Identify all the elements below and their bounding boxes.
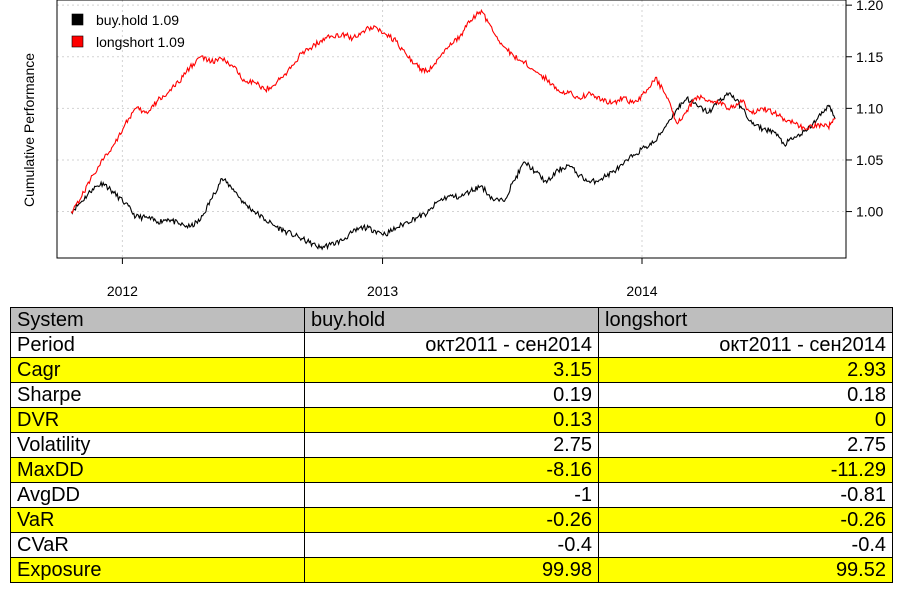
metric-label: Sharpe bbox=[10, 382, 305, 408]
table-row: Sharpe 0.19 0.18 bbox=[10, 382, 893, 408]
chart-grid bbox=[57, 0, 846, 258]
metric-label: Period bbox=[10, 332, 305, 358]
table-row: Cagr 3.15 2.93 bbox=[10, 357, 893, 383]
x-tick-label: 2012 bbox=[107, 283, 138, 299]
longshort-value: 0 bbox=[598, 407, 893, 433]
longshort-value: -11.29 bbox=[598, 457, 893, 483]
table-header-row: System buy.hold longshort bbox=[10, 307, 893, 333]
table-row: AvgDD -1 -0.81 bbox=[10, 482, 893, 508]
legend: buy.hold 1.09 longshort 1.09 bbox=[71, 12, 185, 50]
longshort-value: -0.4 bbox=[598, 532, 893, 558]
y-tick-label: 1.10 bbox=[856, 100, 883, 116]
longshort-value: 0.18 bbox=[598, 382, 893, 408]
longshort-value: окт2011 - сен2014 bbox=[598, 332, 893, 358]
table-row: DVR 0.13 0 bbox=[10, 407, 893, 433]
table-row: CVaR -0.4 -0.4 bbox=[10, 532, 893, 558]
plot-frame bbox=[56, 0, 847, 259]
y-tick-label: 1.15 bbox=[856, 49, 883, 65]
chart-series bbox=[70, 8, 836, 251]
table-row: MaxDD -8.16 -11.29 bbox=[10, 457, 893, 483]
table-row: Period окт2011 - сен2014 окт2011 - сен2014 bbox=[10, 332, 893, 358]
series-line-longshort bbox=[70, 8, 836, 214]
metric-label: AvgDD bbox=[10, 482, 305, 508]
table-header-cell: longshort bbox=[598, 307, 893, 333]
buy-hold-value: -0.26 bbox=[304, 507, 599, 533]
table-row: Exposure 99.98 99.52 bbox=[10, 557, 893, 583]
legend-label: longshort 1.09 bbox=[96, 34, 185, 50]
legend-swatch bbox=[71, 35, 84, 48]
table-header-cell: buy.hold bbox=[304, 307, 599, 333]
x-axis: 2012 2013 2014 bbox=[107, 258, 658, 299]
buy-hold-value: 3.15 bbox=[304, 357, 599, 383]
y-tick-label: 1.00 bbox=[856, 204, 883, 220]
buy-hold-value: 2.75 bbox=[304, 432, 599, 458]
metric-label: CVaR bbox=[10, 532, 305, 558]
legend-swatch bbox=[71, 13, 84, 26]
longshort-value: 99.52 bbox=[598, 557, 893, 583]
buy-hold-value: -0.4 bbox=[304, 532, 599, 558]
table-row: VaR -0.26 -0.26 bbox=[10, 507, 893, 533]
metric-label: Cagr bbox=[10, 357, 305, 383]
longshort-value: 2.93 bbox=[598, 357, 893, 383]
metric-label: Exposure bbox=[10, 557, 305, 583]
performance-table: System buy.hold longshort Period окт2011 - с… bbox=[10, 307, 893, 583]
legend-label: buy.hold 1.09 bbox=[96, 12, 179, 28]
table-header-cell: System bbox=[10, 307, 305, 333]
y-axis: 1.00 1.05 1.10 1.15 1.20 bbox=[846, 0, 883, 220]
buy-hold-value: -8.16 bbox=[304, 457, 599, 483]
table-row: Volatility 2.75 2.75 bbox=[10, 432, 893, 458]
metric-label: MaxDD bbox=[10, 457, 305, 483]
y-axis-label: Cumulative Performance bbox=[21, 53, 37, 207]
y-tick-label: 1.20 bbox=[856, 0, 883, 13]
buy-hold-value: 0.19 bbox=[304, 382, 599, 408]
metric-label: VaR bbox=[10, 507, 305, 533]
series-line-buy-hold bbox=[70, 91, 836, 251]
x-tick-label: 2013 bbox=[367, 283, 398, 299]
buy-hold-value: 0.13 bbox=[304, 407, 599, 433]
longshort-value: -0.81 bbox=[598, 482, 893, 508]
longshort-value: 2.75 bbox=[598, 432, 893, 458]
performance-chart: 2012 2013 2014 1.00 1.05 1.10 1.15 1.20 Cumula… bbox=[21, 0, 883, 299]
x-tick-label: 2014 bbox=[626, 283, 657, 299]
longshort-value: -0.26 bbox=[598, 507, 893, 533]
y-tick-label: 1.05 bbox=[856, 152, 883, 168]
buy-hold-value: -1 bbox=[304, 482, 599, 508]
buy-hold-value: 99.98 bbox=[304, 557, 599, 583]
buy-hold-value: окт2011 - сен2014 bbox=[304, 332, 599, 358]
metric-label: Volatility bbox=[10, 432, 305, 458]
metric-label: DVR bbox=[10, 407, 305, 433]
